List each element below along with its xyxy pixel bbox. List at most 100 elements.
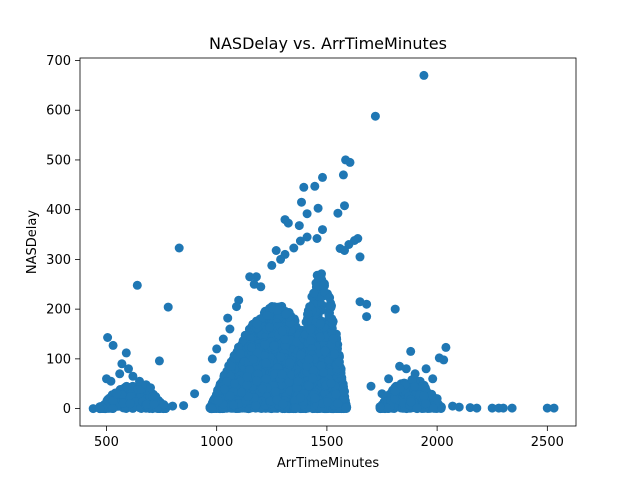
scatter-point [419, 70, 429, 80]
scatter-point [146, 383, 155, 393]
scatter-point [289, 243, 299, 253]
scatter-point [280, 334, 290, 344]
scatter-point [159, 400, 169, 410]
scatter-point [253, 369, 263, 379]
scatter-point [236, 349, 245, 359]
scatter-point [242, 372, 252, 382]
scatter-point [108, 404, 118, 413]
scatter-point [230, 379, 239, 389]
scatter-point [323, 397, 333, 407]
scatter-point [305, 302, 315, 312]
scatter-point [237, 387, 246, 397]
scatter-point [377, 389, 387, 399]
scatter-point [340, 201, 349, 211]
scatter-point [542, 403, 552, 413]
scatter-point [507, 403, 517, 413]
scatter-point [313, 272, 323, 282]
scatter-point [308, 373, 318, 383]
scatter-point [338, 170, 348, 180]
scatter-point [315, 319, 325, 328]
scatter-point [261, 374, 271, 384]
scatter-point [454, 402, 464, 412]
scatter-point [401, 364, 411, 374]
scatter-point [115, 369, 125, 379]
scatter-point [293, 376, 303, 386]
scatter-point [213, 396, 223, 406]
scatter-point [261, 358, 271, 368]
scatter-point [498, 403, 508, 413]
scatter-point [257, 384, 267, 394]
scatter-point [333, 399, 343, 408]
scatter-point [284, 377, 294, 387]
scatter-point [103, 333, 113, 342]
scatter-point [256, 282, 266, 292]
scatter-point [271, 246, 281, 255]
scatter-point [218, 334, 228, 344]
scatter-point [252, 319, 262, 329]
scatter-point [251, 400, 261, 410]
scatter-point [302, 209, 312, 219]
scatter-point [472, 403, 482, 413]
scatter-point [285, 358, 295, 368]
scatter-point [318, 225, 327, 235]
scatter-point [448, 401, 458, 411]
scatter-point [229, 400, 238, 410]
scatter-point [232, 302, 241, 312]
scatter-point [117, 359, 127, 369]
scatter-point [441, 342, 451, 352]
x-tick-label: 1000 [200, 435, 233, 450]
scatter-point [306, 336, 316, 345]
scatter-point [319, 280, 329, 290]
scatter-point [262, 311, 272, 320]
x-axis-ticks: 500 1000 1500 2000 2500 [94, 426, 564, 450]
scatter-point [276, 254, 286, 264]
scatter-point [326, 378, 336, 388]
x-tick-label: 1500 [310, 435, 343, 450]
scatter-point [328, 334, 338, 344]
scatter-point [112, 388, 122, 398]
x-axis-label: ArrTimeMinutes [277, 456, 380, 471]
scatter-point [419, 391, 429, 401]
scatter-point [324, 309, 334, 319]
scatter-point [88, 404, 98, 414]
scatter-point [174, 243, 184, 253]
scatter-point [251, 272, 261, 282]
scatter-point [242, 380, 252, 390]
y-tick-label: 500 [46, 153, 71, 168]
scatter-point [304, 381, 314, 391]
scatter-point [313, 203, 323, 213]
y-tick-label: 400 [46, 203, 71, 218]
scatter-point [207, 404, 217, 414]
y-tick-label: 600 [46, 104, 71, 119]
scatter-point [283, 218, 293, 228]
scatter-point [412, 403, 422, 413]
scatter-point [487, 403, 497, 413]
scatter-point [310, 393, 320, 403]
scatter-point [384, 374, 394, 384]
scatter-point [243, 391, 253, 401]
scatter-point [252, 376, 262, 386]
scatter-point [406, 397, 416, 407]
scatter-point [121, 348, 131, 358]
scatter-point [428, 374, 438, 384]
scatter-point [265, 322, 275, 332]
scatter-point [390, 386, 400, 396]
scatter-point [295, 236, 305, 246]
scatter-point [303, 309, 313, 319]
scatter-point [429, 403, 438, 413]
scatter-point [226, 361, 236, 371]
scatter-point [390, 304, 400, 314]
plot-frame [79, 57, 577, 427]
scatter-point [333, 208, 343, 218]
scatter-point [222, 377, 232, 387]
scatter-point [269, 341, 279, 351]
scatter-point [95, 404, 105, 414]
scatter-point [355, 252, 365, 262]
scatter-point [421, 399, 431, 409]
x-tick-label: 500 [94, 435, 119, 450]
y-tick-label: 200 [46, 303, 71, 318]
scatter-point [325, 293, 335, 303]
scatter-point [309, 366, 319, 375]
scatter-point [121, 381, 131, 391]
scatter-point [309, 288, 319, 298]
